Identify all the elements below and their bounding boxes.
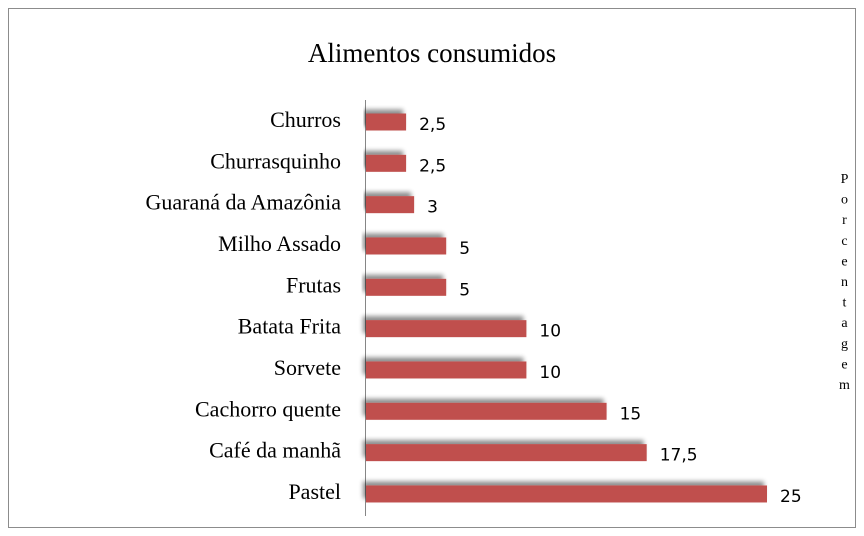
category-label: Frutas (286, 272, 341, 297)
value-label: 10 (539, 322, 561, 342)
category-label: Cachorro quente (195, 396, 341, 421)
bar (366, 113, 407, 131)
category-label: Guaraná da Amazônia (146, 190, 342, 215)
bar (366, 237, 447, 255)
category-label: Batata Frita (238, 314, 341, 339)
bar (366, 402, 607, 420)
bar (366, 444, 647, 462)
category-label: Sorvete (274, 355, 341, 380)
bar (366, 485, 767, 503)
bar (366, 154, 407, 172)
category-label: Pastel (288, 479, 341, 504)
category-label: Churros (270, 107, 341, 132)
value-label: 10 (539, 363, 561, 383)
value-label: 5 (459, 239, 470, 259)
bar (366, 320, 527, 338)
chart-title: Alimentos consumidos (308, 38, 556, 68)
value-label: 3 (427, 198, 438, 218)
bar (366, 196, 415, 214)
category-label: Milho Assado (218, 231, 341, 256)
value-label: 25 (780, 487, 802, 507)
value-label: 2,5 (419, 115, 446, 135)
value-label: 2,5 (419, 156, 446, 176)
category-label: Churrasquinho (210, 148, 341, 173)
axis-label: Porcentagem (837, 172, 852, 399)
category-label: Café da manhã (209, 438, 341, 463)
bar (366, 361, 527, 379)
chart-frame (8, 8, 856, 528)
value-label: 5 (459, 280, 470, 300)
value-label: 15 (620, 404, 642, 424)
bar (366, 278, 447, 296)
value-label: 17,5 (660, 446, 698, 466)
